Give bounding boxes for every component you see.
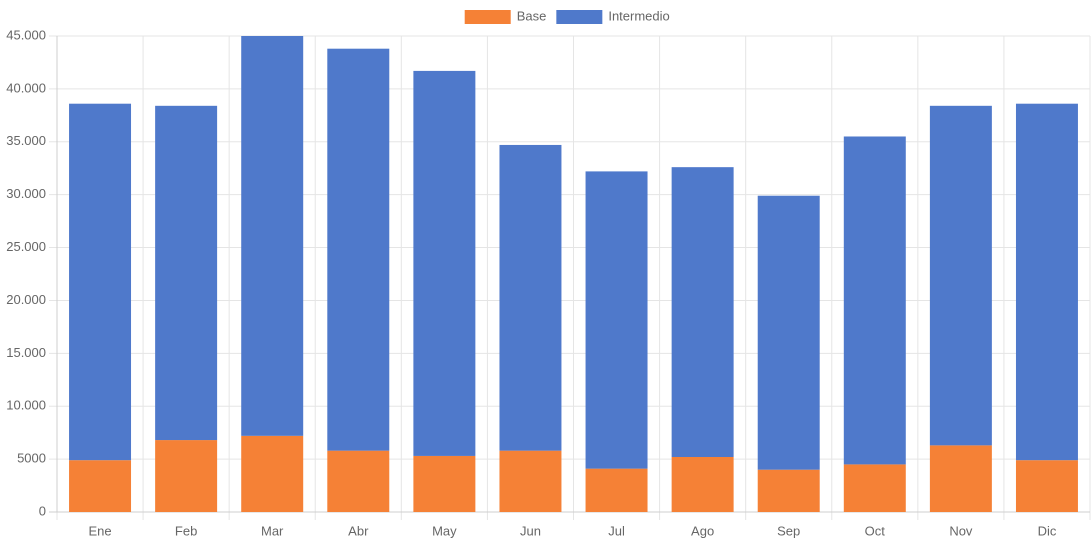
x-tick-label: May [432,523,457,538]
bar [413,70,476,456]
bar [499,450,562,512]
bar [585,171,648,469]
bar [671,456,734,512]
legend-swatch[interactable] [464,10,511,24]
x-tick-label: Ene [88,523,111,538]
legend-label[interactable]: Base [517,8,547,23]
x-tick-label: Jun [520,523,541,538]
y-tick-label: 10.000 [6,398,46,413]
x-tick-label: Feb [175,523,197,538]
y-tick-label: 40.000 [6,80,46,95]
y-tick-label: 0 [39,503,46,518]
x-tick-label: Dic [1038,523,1057,538]
bar [327,450,390,512]
bar [757,469,820,512]
x-tick-label: Jul [608,523,625,538]
bar [671,167,734,457]
y-tick-label: 30.000 [6,186,46,201]
bar [585,468,648,512]
y-tick-label: 20.000 [6,292,46,307]
bar [155,105,218,441]
legend-label[interactable]: Intermedio [608,8,669,23]
x-tick-label: Mar [261,523,284,538]
bar [69,103,132,461]
bar [1015,460,1078,512]
bar [757,195,820,470]
y-tick-label: 5000 [17,451,46,466]
x-tick-label: Abr [348,523,369,538]
y-tick-label: 25.000 [6,239,46,254]
x-tick-label: Oct [865,523,886,538]
bar [69,460,132,512]
x-tick-label: Nov [949,523,973,538]
bar [499,144,562,451]
bar [241,435,304,512]
bar [241,36,304,436]
x-tick-label: Ago [691,523,714,538]
y-tick-label: 45.000 [6,27,46,42]
bar [929,445,992,512]
bar [327,48,390,451]
bar [843,464,906,512]
bar [843,136,906,465]
bar [155,440,218,512]
bar [413,455,476,512]
x-tick-label: Sep [777,523,800,538]
y-tick-label: 35.000 [6,133,46,148]
bar [929,105,992,446]
y-tick-label: 15.000 [6,345,46,360]
bar [1015,103,1078,461]
legend-swatch[interactable] [556,10,603,24]
